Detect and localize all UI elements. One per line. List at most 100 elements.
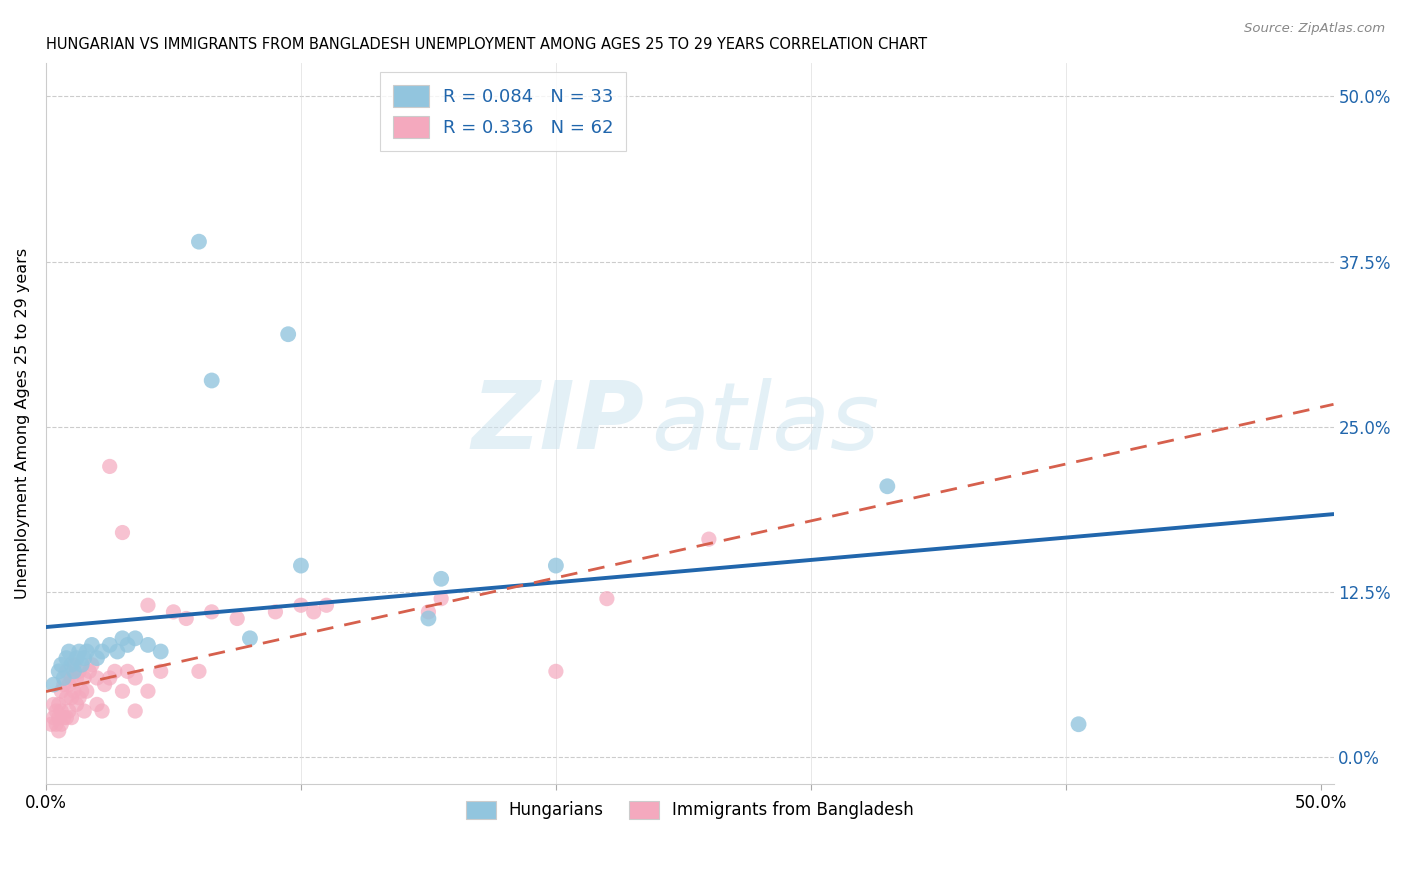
Point (76, 684, 98, 698)
Y-axis label: Unemployment Among Ages 25 to 29 years: Unemployment Among Ages 25 to 29 years (15, 248, 30, 599)
Point (98, 638, 121, 652)
Point (86, 698, 108, 712)
Point (60, 690, 83, 705)
Point (52, 677, 75, 691)
Point (55, 651, 77, 665)
Point (63, 684, 86, 698)
Point (60, 711, 83, 725)
Point (596, 591, 619, 606)
Point (315, 599, 337, 613)
Point (201, 605, 224, 619)
Point (65, 651, 87, 665)
Point (52, 711, 75, 725)
Point (430, 591, 453, 606)
Point (226, 611, 249, 625)
Point (418, 605, 440, 619)
Point (1067, 717, 1090, 731)
Point (80, 657, 103, 672)
Point (544, 665, 567, 679)
Point (290, 599, 312, 613)
Point (149, 665, 172, 679)
Point (73, 704, 96, 718)
Point (58, 704, 80, 718)
Point (124, 704, 146, 718)
Point (48, 711, 70, 725)
Point (105, 644, 128, 658)
Point (117, 665, 139, 679)
Point (174, 611, 197, 625)
Point (80, 638, 103, 652)
Point (93, 677, 115, 691)
Point (67, 690, 90, 705)
Point (51, 657, 73, 672)
Point (187, 665, 209, 679)
Text: ZIP: ZIP (472, 377, 645, 469)
Point (149, 644, 172, 658)
Point (65, 698, 87, 712)
Point (544, 558, 567, 573)
Point (67, 644, 90, 658)
Point (76, 644, 98, 658)
Legend: Hungarians, Immigrants from Bangladesh: Hungarians, Immigrants from Bangladesh (458, 794, 921, 826)
Point (48, 698, 70, 712)
Point (70, 657, 93, 672)
Point (73, 651, 96, 665)
Point (51, 717, 73, 731)
Point (55, 711, 77, 725)
Point (58, 644, 80, 658)
Point (111, 684, 134, 698)
Point (52, 671, 75, 685)
Point (67, 665, 90, 679)
Point (98, 671, 121, 685)
Text: Source: ZipAtlas.com: Source: ZipAtlas.com (1244, 22, 1385, 36)
Point (70, 684, 93, 698)
Text: atlas: atlas (651, 378, 879, 469)
Point (124, 632, 146, 646)
Point (124, 671, 146, 685)
Point (277, 327, 299, 342)
Point (45, 717, 67, 731)
Point (201, 374, 224, 388)
Point (55, 690, 77, 705)
Point (418, 611, 440, 625)
Point (58, 677, 80, 691)
Point (73, 671, 96, 685)
Point (697, 532, 720, 546)
Point (48, 665, 70, 679)
Point (60, 657, 83, 672)
Point (63, 657, 86, 672)
Point (39, 717, 62, 731)
Point (111, 632, 134, 646)
Point (91, 644, 114, 658)
Point (98, 459, 121, 474)
Point (302, 605, 325, 619)
Point (104, 665, 127, 679)
Point (136, 684, 159, 698)
Point (42, 677, 65, 691)
Point (55, 665, 77, 679)
Point (239, 632, 262, 646)
Point (42, 711, 65, 725)
Point (63, 665, 86, 679)
Point (876, 479, 898, 493)
Point (65, 671, 87, 685)
Point (264, 605, 287, 619)
Point (45, 704, 67, 718)
Point (51, 684, 73, 698)
Point (187, 235, 209, 249)
Point (51, 704, 73, 718)
Text: HUNGARIAN VS IMMIGRANTS FROM BANGLADESH UNEMPLOYMENT AMONG AGES 25 TO 29 YEARS C: HUNGARIAN VS IMMIGRANTS FROM BANGLADESH … (46, 37, 927, 53)
Point (48, 723, 70, 738)
Point (86, 671, 108, 685)
Point (430, 572, 453, 586)
Point (86, 651, 108, 665)
Point (60, 671, 83, 685)
Point (79, 665, 101, 679)
Point (290, 558, 312, 573)
Point (117, 638, 139, 652)
Point (42, 698, 65, 712)
Point (111, 525, 134, 540)
Point (136, 638, 159, 652)
Point (162, 605, 184, 619)
Point (136, 599, 159, 613)
